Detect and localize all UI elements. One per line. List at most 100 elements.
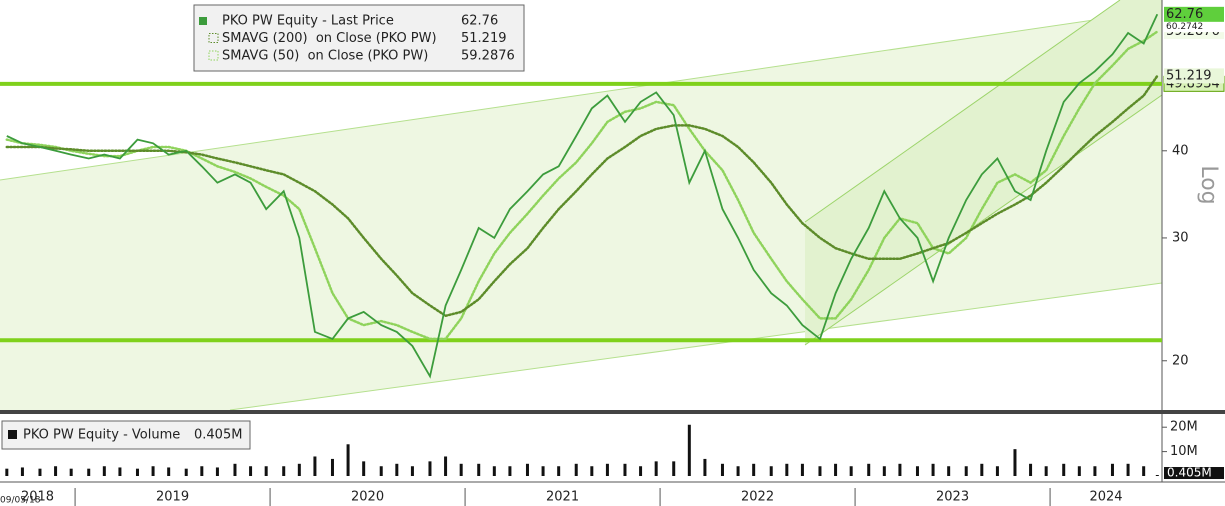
volume-bar [785, 463, 789, 476]
x-tick-label: 2022 [741, 490, 774, 505]
volume-bar [964, 466, 968, 476]
volume-bar [1155, 475, 1159, 476]
volume-bar [639, 466, 643, 476]
volume-bar [882, 466, 886, 476]
legend-value: 59.2876 [461, 49, 515, 64]
volume-bar [151, 466, 155, 476]
y-tick-label: 20 [1172, 353, 1189, 368]
price-tag [1164, 467, 1224, 480]
volume-bar [249, 466, 253, 476]
price-tag [1164, 6, 1224, 22]
volume-bar [1077, 466, 1081, 476]
volume-bar [736, 466, 740, 476]
volume-bar [834, 463, 838, 476]
volume-bar [1110, 463, 1114, 476]
volume-bar [135, 468, 139, 476]
volume-bar [395, 463, 399, 476]
legend [193, 4, 525, 72]
legend-label: PKO PW Equity - Volume [23, 428, 180, 443]
volume-bar [428, 461, 432, 476]
volume-bar [346, 444, 350, 476]
volume-bar [590, 466, 594, 476]
price-tag-label: 60.2742 [1166, 22, 1203, 32]
volume-bar [492, 466, 496, 476]
volume-bar [313, 456, 317, 476]
price-tag-label: 51.219 [1166, 68, 1212, 83]
volume-bar [362, 461, 366, 476]
volume-bar [995, 466, 999, 476]
volume-bar [867, 463, 871, 476]
x-tick-label: 2018 [21, 490, 54, 505]
scale-label: Log [1196, 165, 1221, 204]
volume-bar [69, 468, 73, 476]
volume-bar [915, 466, 919, 476]
legend-swatch [199, 17, 207, 25]
volume-bar [931, 463, 935, 476]
x-tick-label: 2020 [351, 490, 384, 505]
price-tag [1164, 68, 1224, 84]
legend-label: PKO PW Equity - Last Price [222, 14, 394, 29]
volume-bar [444, 456, 448, 476]
volume-bar [752, 463, 756, 476]
volume-bar [330, 458, 334, 476]
volume-bar [720, 463, 724, 476]
volume-bar [623, 463, 627, 476]
sma-line [5, 74, 1159, 318]
volume-bar [5, 468, 9, 476]
legend-swatch [208, 33, 219, 43]
price-tag-label: 0.405M [1167, 466, 1212, 480]
price-tag [1164, 21, 1224, 33]
channel-fill [0, 10, 1162, 410]
channel-line [804, 94, 1163, 346]
volume-bar [557, 466, 561, 476]
volume-bar [54, 466, 58, 476]
volume-bar [118, 467, 122, 476]
volume-bar [525, 463, 529, 476]
legend-swatch [208, 50, 219, 61]
volume-bar [541, 466, 545, 476]
volume-bar [102, 466, 106, 476]
volume-bar [184, 468, 188, 476]
volume-bar [849, 466, 853, 476]
volume-bar [1044, 466, 1048, 476]
volume-bar [20, 467, 24, 476]
volume-bar [818, 466, 822, 476]
volume-bar [1142, 466, 1146, 476]
volume-bar [605, 463, 609, 476]
x-tick-label: 2019 [156, 490, 189, 505]
volume-bar [574, 463, 578, 476]
volume-bar [477, 463, 481, 476]
volume-bar [769, 466, 773, 476]
volume-bar [898, 463, 902, 476]
x-tick-label: 2021 [546, 490, 579, 505]
volume-bar [282, 466, 286, 476]
y-tick-label: 40 [1172, 143, 1189, 158]
plot [0, 13, 1162, 476]
volume-bar [1126, 463, 1130, 476]
volume-bar [215, 467, 219, 476]
volume-bar [297, 463, 301, 476]
channel-line [229, 282, 1163, 411]
volume-bar [459, 463, 463, 476]
volume-bar [654, 461, 658, 476]
legend-swatch [8, 430, 17, 439]
volume-bar [200, 466, 204, 476]
channel-line [804, 0, 1121, 223]
volume-bar [508, 466, 512, 476]
volume-bar [687, 424, 691, 476]
volume-bar [703, 458, 707, 476]
legend-label: SMAVG (200) on Close (PKO PW) [222, 31, 437, 46]
volume-bar [379, 466, 383, 476]
volume-bar [800, 463, 804, 476]
price-tag-label: 62.76 [1166, 7, 1203, 22]
x-tick-label: 2024 [1089, 490, 1122, 505]
volume-bar [980, 463, 984, 476]
legend-value: 51.219 [461, 31, 507, 46]
volume-bar [87, 468, 91, 476]
volume-bar [38, 468, 42, 476]
y-tick-label: 30 [1172, 230, 1189, 245]
legend-value: 62.76 [461, 14, 498, 29]
volume-bar [672, 461, 676, 476]
start-date: 09/05/18 [0, 496, 41, 506]
